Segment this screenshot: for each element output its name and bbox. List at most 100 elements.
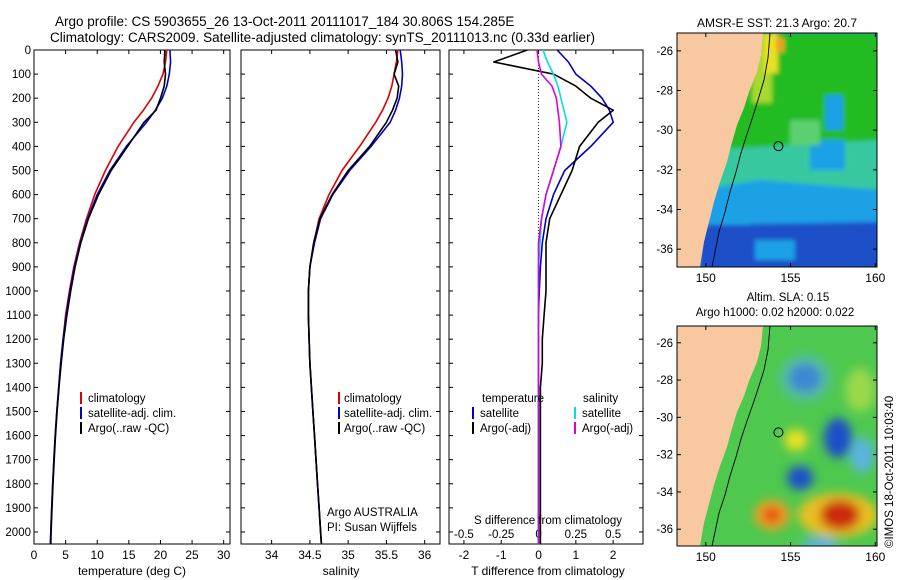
y-tick-label: 100 [12,69,31,81]
s-tick-label: -0.5 [454,529,474,541]
x-tick-label: 15 [122,548,136,562]
argo-position-marker [773,427,784,438]
x-tick-label: 150 [696,550,716,564]
temperature-lines [49,49,172,545]
s-tick-label: -0.25 [488,529,514,541]
y-tick-label: 1700 [5,455,31,467]
sst-map-y-axis: -26 -28 -30 -32 -34 -36 [656,46,877,256]
x-tick-label: 1 [573,548,580,562]
y-tick-label: 2000 [5,527,31,539]
y-tick-label: 200 [12,93,31,105]
y-tick-label: -36 [656,524,673,536]
legend-title-temperature: temperature [482,393,544,405]
x-tick-label: 0 [535,548,542,562]
y-tick-label: 1100 [6,310,31,322]
sla-map-y-axis: -26 -28 -30 -32 -34 -36 [656,338,877,536]
legend-label-climatology: climatology [344,393,402,405]
y-tick-label: 900 [12,262,31,274]
salinity-note-program: Argo AUSTRALIA [327,507,418,519]
salinity-lines [307,49,404,545]
difference-xlabel: T difference from climatology [471,564,625,578]
y-tick-label: 300 [12,117,31,129]
x-tick-label: 36 [418,548,432,562]
y-tick-label: 1500 [5,406,31,418]
difference-panel: -2 -1 0 1 2 -0.5 -0.25 0 0.25 0.5 temperature sa… [448,49,644,578]
y-tick-label: -34 [656,487,673,499]
series-line-temperature-argo-adj [493,49,614,544]
sla-field [677,326,877,546]
y-tick-label: 500 [12,165,31,177]
y-tick-label: 1200 [5,334,31,346]
x-tick-label: 35.5 [375,548,399,562]
legend-label-sal-satellite: satellite [582,408,621,420]
x-tick-label: 155 [781,271,801,285]
difference-x-axis: -2 -1 0 1 2 [459,50,617,562]
sla-map-x-axis: 150 155 160 [696,326,886,564]
y-tick-label: -34 [656,204,673,216]
y-tick-label: 600 [12,190,31,202]
y-tick-label: -32 [656,450,673,462]
y-tick-label: -28 [656,375,673,387]
difference-y-ticks [449,49,643,533]
difference-top-xlabel: S difference from climatology [474,515,622,527]
temperature-x-axis: 0 5 10 15 20 25 30 [31,50,231,562]
legend-title-salinity: salinity [583,393,618,405]
difference-legend: temperature satellite Argo(-adj) salinit… [472,393,633,435]
temperature-y-axis: 0 100 200 300 400 500 600 700 800 900 1000 1100 1200… [5,45,230,539]
salinity-y-ticks [241,49,440,533]
series-line-argo-raw-qc [50,49,167,545]
y-tick-label: 800 [12,238,31,250]
series-line-salinity-argo-adj [536,49,562,544]
y-tick-label: -26 [656,46,673,58]
x-tick-label: 150 [696,271,716,285]
y-tick-label: -28 [656,86,673,98]
x-tick-label: 34.5 [298,548,322,562]
legend-label-temp-argo: Argo(-adj) [480,423,531,435]
y-tick-label: 1900 [5,503,31,515]
sst-map: AMSR-E SST: 21.3 Argo: 20.7 150 15 [656,16,885,285]
x-tick-label: 30 [217,548,231,562]
x-tick-label: 25 [185,548,199,562]
y-tick-label: 1000 [5,286,31,298]
sst-map-x-axis: 150 155 160 [696,33,886,285]
salinity-panel: 34 34.5 35 35.5 36 climatology satellite-adj… [240,49,441,578]
x-tick-label: 155 [781,550,801,564]
y-tick-label: 1300 [5,358,31,370]
x-tick-label: 0 [31,548,38,562]
header-line-1: Argo profile: CS 5903655_26 13-Oct-2011 … [55,14,514,29]
sla-map: Altim. SLA: 0.15 Argo h1000: 0.02 h2000:… [656,292,885,564]
y-tick-label: -36 [656,244,673,256]
s-tick-label: 0.25 [565,529,587,541]
x-tick-label: 20 [154,548,168,562]
legend-label-argo: Argo(..raw -QC) [88,423,169,435]
sla-map-title-2: Argo h1000: 0.02 h2000: 0.022 [696,307,855,319]
temperature-xlabel: temperature (deg C) [78,564,186,578]
y-tick-label: 0 [25,45,31,57]
y-tick-label: 400 [12,141,31,153]
series-line-argo-raw-qc [307,49,400,545]
x-tick-label: 2 [610,548,617,562]
x-tick-label: 5 [62,548,69,562]
x-tick-label: 34 [265,548,279,562]
argo-position-marker [773,141,784,152]
sst-field [677,33,877,267]
y-tick-label: -32 [656,165,673,177]
x-tick-label: 35 [341,548,355,562]
s-tick-label: 0.5 [605,529,621,541]
y-tick-label: -30 [656,125,673,137]
y-tick-label: 1800 [5,479,31,491]
salinity-xlabel: salinity [323,564,360,578]
salinity-note-pi: PI: Susan Wijffels [327,522,417,534]
legend-label-satellite: satellite-adj. clim. [344,408,432,420]
y-tick-label: 700 [12,214,31,226]
sst-map-title: AMSR-E SST: 21.3 Argo: 20.7 [697,16,857,30]
legend-label-satellite: satellite-adj. clim. [88,408,176,420]
y-tick-label: 1400 [5,382,31,394]
y-tick-label: -30 [656,412,673,424]
difference-lines [493,49,614,544]
header-line-2: Climatology: CARS2009. Satellite-adjuste… [50,30,595,45]
y-tick-label: -26 [656,338,673,350]
y-tick-label: 1600 [5,431,31,443]
sla-map-title-1: Altim. SLA: 0.15 [747,292,829,304]
